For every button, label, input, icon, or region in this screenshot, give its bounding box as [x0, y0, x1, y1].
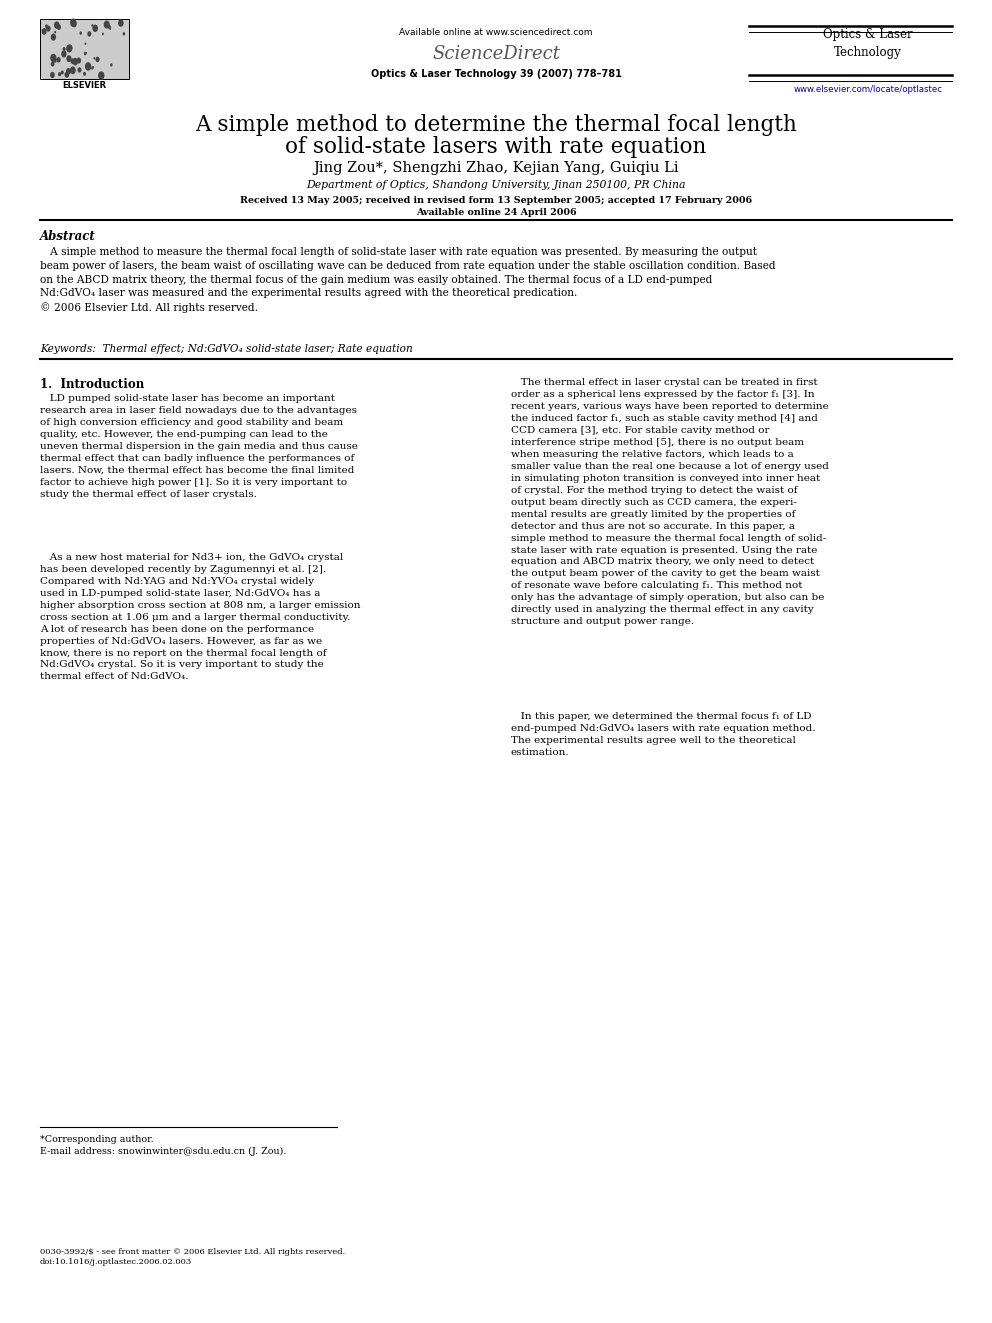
Text: Received 13 May 2005; received in revised form 13 September 2005; accepted 17 Fe: Received 13 May 2005; received in revise… [240, 196, 752, 205]
Text: Available online at www.sciencedirect.com: Available online at www.sciencedirect.co… [399, 28, 593, 37]
Circle shape [77, 67, 81, 73]
Circle shape [51, 62, 55, 66]
Circle shape [71, 20, 76, 28]
Text: Keywords:  Thermal effect; Nd:GdVO₄ solid-state laser; Rate equation: Keywords: Thermal effect; Nd:GdVO₄ solid… [40, 344, 413, 355]
Circle shape [72, 58, 78, 65]
Circle shape [45, 24, 48, 28]
Circle shape [54, 21, 60, 29]
Circle shape [87, 32, 91, 37]
Circle shape [79, 32, 82, 34]
Circle shape [57, 24, 61, 30]
Circle shape [83, 71, 86, 75]
Text: *Corresponding author.: *Corresponding author. [40, 1135, 154, 1144]
Circle shape [91, 24, 93, 26]
Circle shape [67, 45, 72, 52]
Text: LD pumped solid-state laser has become an important
research area in laser field: LD pumped solid-state laser has become a… [40, 394, 357, 499]
Circle shape [123, 32, 125, 36]
Circle shape [70, 19, 76, 26]
Circle shape [84, 42, 86, 45]
Circle shape [51, 54, 57, 62]
Text: ScienceDirect: ScienceDirect [432, 45, 560, 64]
Circle shape [76, 57, 81, 64]
Text: 0030-3992/$ - see front matter © 2006 Elsevier Ltd. All rights reserved.
doi:10.: 0030-3992/$ - see front matter © 2006 El… [40, 1248, 345, 1266]
Text: The thermal effect in laser crystal can be treated in first
order as a spherical: The thermal effect in laser crystal can … [511, 378, 828, 626]
Circle shape [84, 52, 86, 56]
Circle shape [92, 25, 98, 32]
Circle shape [62, 48, 65, 52]
Circle shape [85, 62, 91, 70]
Circle shape [54, 58, 57, 62]
Circle shape [70, 58, 74, 64]
Text: Available online 24 April 2006: Available online 24 April 2006 [416, 208, 576, 217]
Text: www.elsevier.com/locate/optlastec: www.elsevier.com/locate/optlastec [794, 85, 942, 94]
Circle shape [42, 28, 47, 34]
Text: Optics & Laser
Technology: Optics & Laser Technology [823, 28, 913, 58]
Circle shape [95, 57, 99, 62]
Circle shape [57, 57, 61, 62]
Circle shape [110, 64, 113, 66]
FancyBboxPatch shape [40, 19, 129, 79]
Circle shape [65, 67, 70, 74]
Circle shape [102, 33, 104, 36]
Text: ELSEVIER: ELSEVIER [62, 81, 106, 90]
Circle shape [58, 71, 62, 77]
Text: Optics & Laser Technology 39 (2007) 778–781: Optics & Laser Technology 39 (2007) 778–… [371, 69, 621, 79]
Circle shape [66, 56, 71, 62]
Circle shape [50, 71, 55, 78]
Circle shape [64, 71, 69, 78]
Circle shape [62, 50, 66, 57]
Circle shape [109, 28, 111, 30]
Circle shape [118, 20, 124, 26]
Circle shape [69, 66, 75, 74]
Text: Abstract: Abstract [40, 230, 95, 243]
Circle shape [93, 57, 95, 60]
Text: Jing Zou*, Shengzhi Zhao, Kejian Yang, Guiqiu Li: Jing Zou*, Shengzhi Zhao, Kejian Yang, G… [313, 161, 679, 176]
Text: A simple method to determine the thermal focal length: A simple method to determine the thermal… [195, 114, 797, 136]
Circle shape [51, 33, 57, 41]
Text: As a new host material for Nd3+ ion, the GdVO₄ crystal
has been developed recent: As a new host material for Nd3+ ion, the… [40, 553, 360, 681]
Text: E-mail address: snowinwinter@sdu.edu.cn (J. Zou).: E-mail address: snowinwinter@sdu.edu.cn … [40, 1147, 286, 1156]
Circle shape [108, 25, 111, 29]
Text: In this paper, we determined the thermal focus f₁ of LD
end-pumped Nd:GdVO₄ lase: In this paper, we determined the thermal… [511, 712, 815, 757]
Circle shape [46, 25, 51, 32]
Circle shape [93, 25, 97, 30]
Circle shape [66, 45, 72, 53]
Text: A simple method to measure the thermal focal length of solid-state laser with ra: A simple method to measure the thermal f… [40, 247, 776, 314]
Circle shape [104, 21, 110, 29]
Circle shape [61, 70, 63, 74]
Circle shape [85, 52, 87, 54]
Circle shape [91, 66, 93, 70]
Text: of solid-state lasers with rate equation: of solid-state lasers with rate equation [286, 136, 706, 159]
Circle shape [92, 66, 94, 69]
Circle shape [55, 30, 57, 33]
Text: Department of Optics, Shandong University, Jinan 250100, PR China: Department of Optics, Shandong Universit… [307, 180, 685, 191]
Text: 1.  Introduction: 1. Introduction [40, 378, 144, 392]
Circle shape [98, 71, 104, 79]
